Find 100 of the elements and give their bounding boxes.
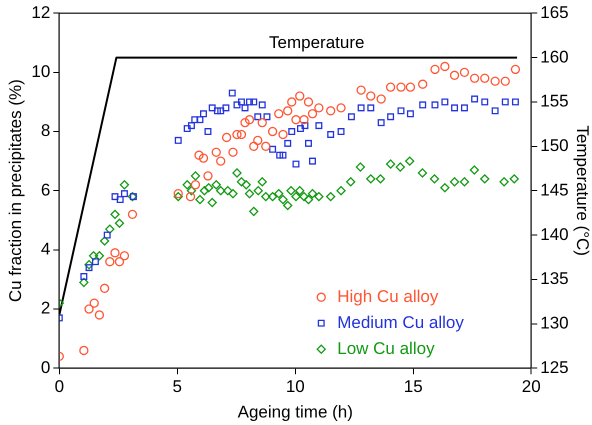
point <box>94 251 104 260</box>
point <box>105 257 114 266</box>
point <box>470 165 480 175</box>
point <box>110 210 120 220</box>
point <box>304 97 314 107</box>
point <box>387 113 394 120</box>
point <box>191 116 198 124</box>
point <box>120 251 130 260</box>
point <box>174 136 182 144</box>
point <box>276 152 284 159</box>
point <box>261 142 270 151</box>
y-tick-label: 0 <box>40 358 50 377</box>
point <box>460 177 470 186</box>
point <box>386 82 396 92</box>
point <box>79 346 88 356</box>
point <box>274 189 284 198</box>
point <box>204 128 212 136</box>
point <box>450 70 460 80</box>
point <box>244 189 254 198</box>
point <box>88 251 98 260</box>
point <box>86 264 93 272</box>
point <box>254 113 262 120</box>
point <box>295 186 304 196</box>
point <box>512 98 519 106</box>
point <box>253 136 262 146</box>
point <box>258 177 267 186</box>
point <box>186 192 196 202</box>
legend-label: Low Cu alloy <box>337 338 436 358</box>
y-tick-label: 6 <box>40 180 50 200</box>
point <box>174 192 183 202</box>
point <box>336 186 346 196</box>
point <box>120 190 128 198</box>
point <box>105 224 114 234</box>
point <box>278 130 288 140</box>
point <box>204 183 214 192</box>
point <box>80 273 88 280</box>
point <box>222 132 232 142</box>
point <box>431 101 438 108</box>
y2-tick-label: 145 <box>540 180 569 200</box>
point <box>203 171 213 181</box>
point <box>406 82 416 92</box>
point <box>190 180 200 190</box>
point <box>200 186 210 196</box>
y2-axis-title: Temperature (°C) <box>573 125 592 256</box>
point <box>104 232 111 239</box>
point <box>308 189 318 198</box>
point <box>263 113 270 120</box>
point <box>338 128 345 136</box>
point <box>194 150 204 160</box>
point <box>441 98 448 106</box>
point <box>261 192 270 202</box>
point <box>396 162 405 172</box>
point <box>430 64 440 74</box>
point <box>470 74 480 83</box>
point <box>240 118 250 128</box>
point <box>480 174 490 184</box>
point <box>258 101 266 108</box>
point <box>326 106 336 116</box>
point <box>244 115 254 124</box>
point <box>367 104 374 112</box>
point <box>460 104 468 112</box>
point <box>358 104 365 112</box>
point <box>216 186 226 196</box>
point <box>234 101 240 108</box>
point <box>386 159 396 169</box>
point <box>238 98 245 106</box>
point <box>286 186 296 196</box>
point <box>212 180 221 190</box>
point <box>356 85 366 95</box>
point <box>283 106 292 116</box>
point <box>114 218 124 228</box>
point <box>299 192 309 202</box>
point <box>327 131 334 138</box>
point <box>249 142 258 151</box>
point <box>502 98 509 106</box>
point <box>198 154 208 163</box>
point <box>492 107 499 114</box>
point <box>214 107 221 114</box>
point <box>291 192 301 202</box>
point <box>481 98 488 106</box>
point <box>398 107 404 114</box>
point <box>440 62 450 72</box>
point <box>336 103 346 113</box>
y2-tick-label: 135 <box>540 269 569 288</box>
y-axis-title: Cu fraction in precipitates (%) <box>6 79 25 302</box>
point <box>308 109 318 118</box>
point <box>314 103 324 113</box>
point <box>116 196 124 204</box>
legend-label: High Cu alloy <box>337 286 439 306</box>
point <box>406 110 414 118</box>
point <box>460 68 470 78</box>
point <box>314 192 324 202</box>
point <box>232 168 242 178</box>
point <box>246 98 253 106</box>
point <box>309 158 316 165</box>
point <box>299 115 309 124</box>
point <box>84 260 94 270</box>
point <box>278 194 288 204</box>
point <box>419 101 426 108</box>
point <box>110 248 120 258</box>
